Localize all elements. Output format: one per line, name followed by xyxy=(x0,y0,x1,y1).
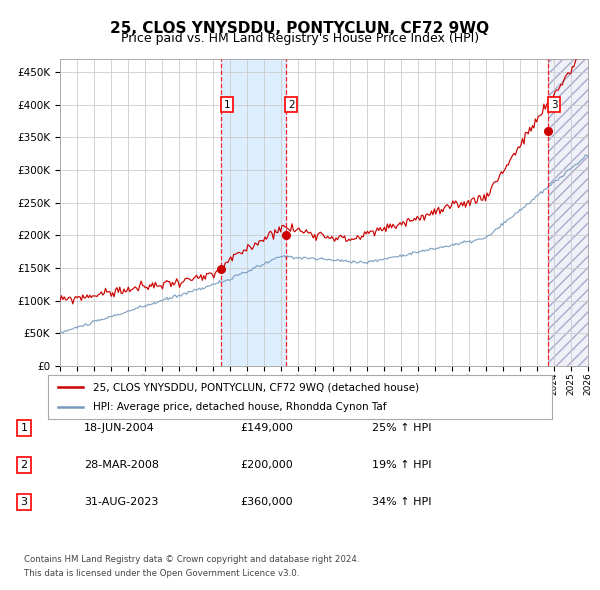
Text: 25, CLOS YNYSDDU, PONTYCLUN, CF72 9WQ (detached house): 25, CLOS YNYSDDU, PONTYCLUN, CF72 9WQ (d… xyxy=(94,382,419,392)
Text: 3: 3 xyxy=(20,497,28,507)
Text: Price paid vs. HM Land Registry's House Price Index (HPI): Price paid vs. HM Land Registry's House … xyxy=(121,32,479,45)
Text: HPI: Average price, detached house, Rhondda Cynon Taf: HPI: Average price, detached house, Rhon… xyxy=(94,402,387,411)
Text: This data is licensed under the Open Government Licence v3.0.: This data is licensed under the Open Gov… xyxy=(24,569,299,578)
Text: 1: 1 xyxy=(20,423,28,432)
Text: 2: 2 xyxy=(288,100,295,110)
Text: £360,000: £360,000 xyxy=(240,497,293,507)
Text: £200,000: £200,000 xyxy=(240,460,293,470)
Text: 2: 2 xyxy=(20,460,28,470)
Text: 28-MAR-2008: 28-MAR-2008 xyxy=(84,460,159,470)
Text: 1: 1 xyxy=(224,100,230,110)
Text: 19% ↑ HPI: 19% ↑ HPI xyxy=(372,460,431,470)
Bar xyxy=(548,59,588,366)
Text: 31-AUG-2023: 31-AUG-2023 xyxy=(84,497,158,507)
Text: Contains HM Land Registry data © Crown copyright and database right 2024.: Contains HM Land Registry data © Crown c… xyxy=(24,555,359,564)
Text: 25, CLOS YNYSDDU, PONTYCLUN, CF72 9WQ: 25, CLOS YNYSDDU, PONTYCLUN, CF72 9WQ xyxy=(110,21,490,35)
Text: 34% ↑ HPI: 34% ↑ HPI xyxy=(372,497,431,507)
Text: 3: 3 xyxy=(551,100,557,110)
Text: 25% ↑ HPI: 25% ↑ HPI xyxy=(372,423,431,432)
Text: £149,000: £149,000 xyxy=(240,423,293,432)
Bar xyxy=(221,59,286,366)
Text: 18-JUN-2004: 18-JUN-2004 xyxy=(84,423,155,432)
